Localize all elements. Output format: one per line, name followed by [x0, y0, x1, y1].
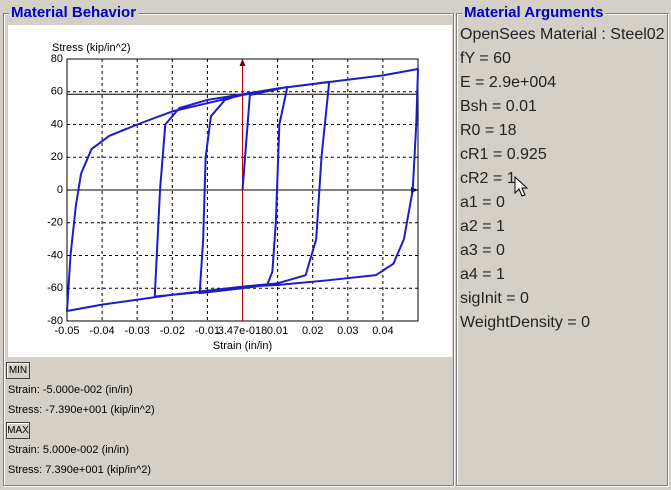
min-button[interactable]: MIN — [6, 362, 30, 379]
group-title: Material Behavior — [9, 4, 139, 21]
min-stress: Stress: -7.390e+001 (kip/in^2) — [8, 404, 155, 416]
x-tick-label: -0.02 — [160, 325, 185, 337]
argument-line: a2 = 1 — [460, 218, 505, 235]
argument-line: a4 = 1 — [460, 266, 505, 283]
argument-line: Bsh = 0.01 — [460, 98, 537, 115]
max-strain: Strain: 5.000e-002 (in/in) — [8, 444, 130, 456]
y-tick-label: 0 — [57, 184, 63, 196]
argument-line: cR1 = 0.925 — [460, 146, 547, 163]
x-tick-label: 3.47e-018 — [218, 325, 268, 337]
argument-line: sigInit = 0 — [460, 290, 529, 307]
y-axis-label: Stress (kip/in^2) — [52, 42, 131, 54]
max-stress: Stress: 7.390e+001 (kip/in^2) — [8, 464, 152, 476]
cursor — [514, 176, 528, 197]
x-tick-label: 0.01 — [267, 325, 288, 337]
argument-line: cR2 = 1 — [460, 170, 516, 187]
arguments-group: Material Arguments — [456, 4, 668, 486]
argument-line: fY = 60 — [460, 50, 511, 67]
x-tick-label: 0.03 — [337, 325, 358, 337]
y-tick-label: -20 — [47, 217, 63, 229]
x-tick-label: 0.02 — [302, 325, 323, 337]
y-tick-label: -80 — [47, 315, 63, 327]
y-tick-label: -40 — [47, 249, 63, 261]
argument-line: WeightDensity = 0 — [460, 314, 590, 331]
y-axis-arrow — [239, 59, 246, 66]
argument-line: R0 = 18 — [460, 122, 517, 139]
y-tick-label: -60 — [47, 282, 63, 294]
y-tick-label: 20 — [51, 151, 63, 163]
x-tick-label: -0.03 — [125, 325, 150, 337]
x-tick-label: 0.04 — [372, 325, 393, 337]
min-strain: Strain: -5.000e-002 (in/in) — [8, 384, 133, 396]
argument-line: a3 = 0 — [460, 242, 505, 259]
argument-line: OpenSees Material : Steel02 — [460, 26, 665, 43]
argument-line: a1 = 0 — [460, 194, 505, 211]
max-button[interactable]: MAX — [6, 422, 30, 439]
y-tick-label: 80 — [51, 53, 63, 65]
chart: 80 60 40 20 0 -20 -40 -60 -80-0.05 -0.04 -0.03 -0.0… — [8, 25, 452, 357]
x-axis-label: Strain (in/in) — [213, 340, 272, 352]
y-tick-label: 40 — [51, 118, 63, 130]
argument-line: E = 2.9e+004 — [460, 74, 557, 91]
behavior-group: Material Behavior — [3, 4, 454, 486]
x-tick-label: -0.01 — [195, 325, 220, 337]
x-tick-label: -0.05 — [54, 325, 79, 337]
y-tick-label: 60 — [51, 86, 63, 98]
x-tick-label: -0.04 — [90, 325, 115, 337]
series-line — [66, 67, 419, 313]
group-title: Material Arguments — [462, 4, 606, 21]
